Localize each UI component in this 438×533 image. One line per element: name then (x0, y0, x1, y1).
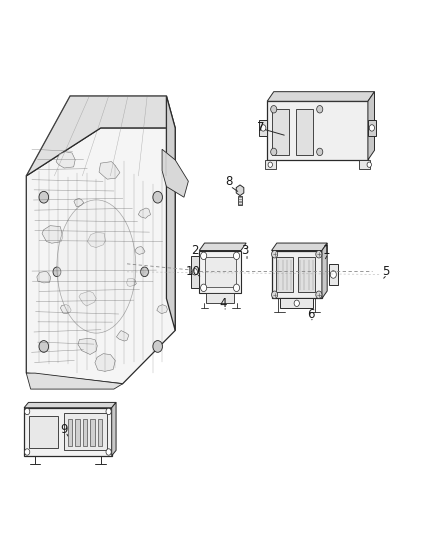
Text: 4: 4 (219, 297, 227, 310)
Circle shape (261, 125, 266, 131)
Circle shape (317, 106, 323, 113)
Polygon shape (199, 243, 246, 251)
Text: 3: 3 (242, 244, 249, 257)
Bar (359, 160, 370, 169)
Bar (265, 160, 276, 169)
Circle shape (294, 300, 300, 306)
Polygon shape (37, 271, 51, 283)
Text: 7: 7 (257, 122, 265, 134)
Circle shape (367, 162, 371, 167)
Polygon shape (267, 92, 374, 101)
Circle shape (106, 408, 111, 415)
Bar (64, 413, 107, 450)
Bar (75, 419, 80, 446)
Circle shape (141, 267, 148, 277)
Polygon shape (138, 208, 151, 219)
Bar (296, 109, 313, 155)
Polygon shape (368, 120, 376, 136)
Bar (272, 109, 289, 155)
Polygon shape (112, 402, 116, 456)
Circle shape (192, 269, 198, 275)
Polygon shape (236, 185, 244, 196)
Polygon shape (368, 92, 374, 160)
Polygon shape (117, 330, 129, 341)
Bar (83, 419, 87, 446)
Bar (276, 257, 293, 292)
Polygon shape (157, 305, 167, 313)
Polygon shape (191, 256, 199, 288)
Bar (29, 416, 58, 448)
Polygon shape (95, 354, 115, 372)
Polygon shape (199, 251, 241, 293)
Text: 1: 1 (322, 244, 330, 257)
Circle shape (330, 271, 336, 278)
Polygon shape (79, 291, 96, 306)
Text: 9: 9 (60, 423, 67, 435)
Polygon shape (26, 373, 123, 389)
Polygon shape (322, 243, 327, 298)
Circle shape (317, 148, 323, 156)
Bar (298, 257, 315, 292)
Circle shape (271, 148, 277, 156)
Text: 5: 5 (382, 265, 389, 278)
Polygon shape (162, 149, 188, 197)
Polygon shape (26, 96, 175, 176)
Circle shape (316, 291, 322, 298)
Ellipse shape (57, 200, 136, 333)
Bar (205, 257, 236, 287)
Polygon shape (135, 247, 145, 254)
Polygon shape (272, 251, 322, 298)
Bar (280, 298, 313, 308)
Bar (68, 419, 72, 446)
Bar (206, 293, 234, 303)
Polygon shape (60, 304, 71, 314)
Polygon shape (24, 408, 112, 456)
Polygon shape (267, 101, 368, 160)
Circle shape (106, 449, 111, 455)
Bar (90, 419, 95, 446)
Circle shape (268, 162, 272, 167)
Circle shape (233, 252, 240, 260)
Polygon shape (329, 264, 338, 285)
Polygon shape (166, 96, 175, 330)
Polygon shape (74, 198, 84, 207)
Polygon shape (24, 402, 116, 408)
Circle shape (153, 341, 162, 352)
Polygon shape (88, 232, 106, 247)
Bar (238, 196, 242, 205)
Text: 8: 8 (225, 175, 232, 188)
Circle shape (201, 252, 207, 260)
Circle shape (271, 106, 277, 113)
Circle shape (53, 267, 61, 277)
Polygon shape (272, 243, 327, 251)
Circle shape (369, 125, 374, 131)
Text: 6: 6 (307, 308, 315, 321)
Circle shape (233, 284, 240, 292)
Polygon shape (127, 278, 136, 287)
Circle shape (316, 251, 322, 258)
Text: 10: 10 (185, 265, 200, 278)
Bar (98, 419, 102, 446)
Circle shape (39, 341, 49, 352)
Circle shape (25, 449, 30, 455)
Circle shape (25, 408, 30, 415)
Polygon shape (99, 161, 120, 179)
Polygon shape (78, 338, 97, 354)
Circle shape (153, 191, 162, 203)
Circle shape (39, 191, 49, 203)
Polygon shape (26, 128, 175, 384)
Circle shape (201, 284, 207, 292)
Circle shape (272, 251, 278, 258)
Polygon shape (56, 152, 75, 168)
Circle shape (272, 291, 278, 298)
Text: 2: 2 (191, 244, 199, 257)
Polygon shape (259, 120, 267, 136)
Polygon shape (42, 225, 63, 243)
